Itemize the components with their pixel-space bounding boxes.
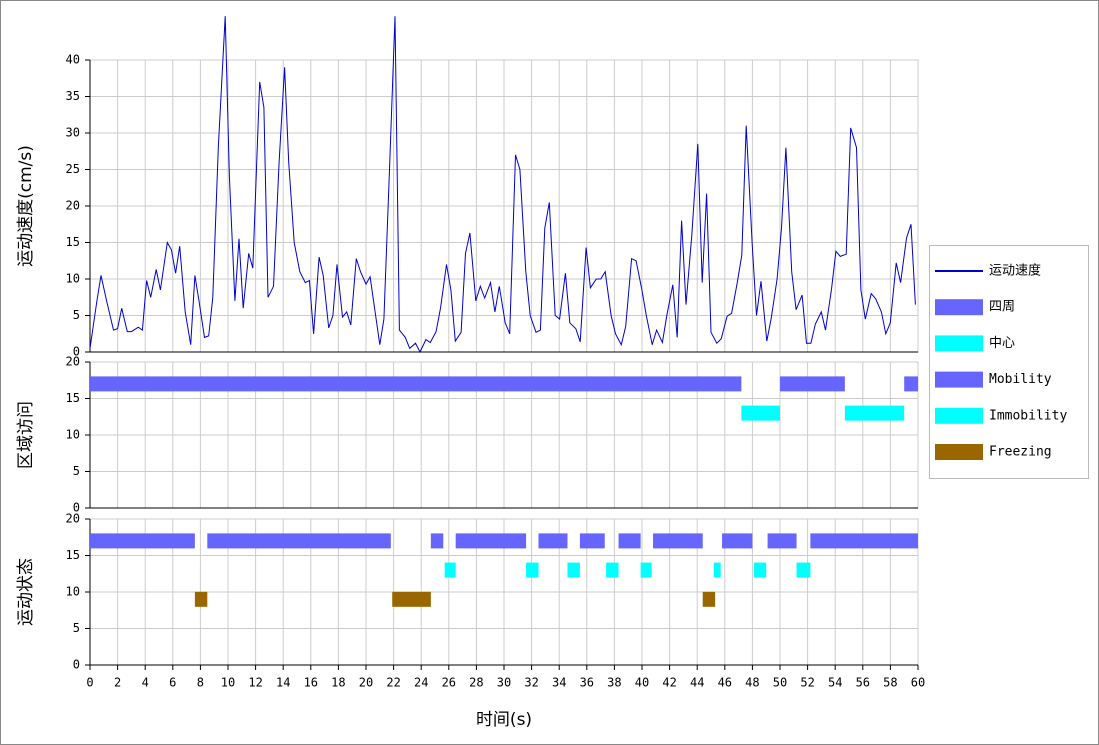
legend-swatch	[935, 371, 983, 388]
y-tick-label: 15	[66, 548, 80, 562]
interval-bar	[526, 562, 539, 578]
x-tick-label: 40	[635, 676, 649, 690]
y-tick-label: 5	[73, 308, 80, 322]
y-tick-label: 10	[66, 428, 80, 442]
y-axis-label: 运动状态	[16, 558, 36, 626]
y-tick-label: 10	[66, 272, 80, 286]
x-tick-label: 42	[662, 676, 676, 690]
interval-bar	[455, 533, 527, 549]
x-tick-label: 0	[86, 676, 93, 690]
legend-label: Mobility	[989, 372, 1052, 387]
y-tick-label: 20	[66, 512, 80, 526]
x-tick-label: 50	[773, 676, 787, 690]
legend-label: Freezing	[989, 445, 1052, 460]
y-tick-label: 0	[73, 501, 80, 515]
x-tick-label: 2	[114, 676, 121, 690]
interval-bar	[392, 591, 431, 607]
x-tick-label: 54	[828, 676, 842, 690]
legend-label: 中心	[989, 336, 1015, 351]
x-tick-label: 12	[248, 676, 262, 690]
x-tick-label: 38	[607, 676, 621, 690]
x-tick-label: 18	[331, 676, 345, 690]
y-tick-label: 20	[66, 355, 80, 369]
y-tick-label: 35	[66, 89, 80, 103]
x-tick-label: 16	[304, 676, 318, 690]
legend-label: Immobility	[989, 408, 1067, 423]
legend-label: 四周	[989, 300, 1015, 315]
interval-bar	[579, 533, 605, 549]
y-tick-label: 0	[73, 345, 80, 359]
x-tick-label: 36	[580, 676, 594, 690]
interval-bar	[796, 562, 811, 578]
x-tick-label: 20	[359, 676, 373, 690]
interval-bar	[567, 562, 580, 578]
y-tick-label: 15	[66, 235, 80, 249]
x-tick-label: 14	[276, 676, 290, 690]
interval-bar	[194, 591, 208, 607]
interval-bar	[640, 562, 652, 578]
x-tick-label: 30	[497, 676, 511, 690]
x-tick-label: 24	[414, 676, 428, 690]
y-tick-label: 25	[66, 162, 80, 176]
y-tick-label: 10	[66, 585, 80, 599]
legend	[929, 245, 1089, 479]
x-tick-label: 44	[690, 676, 704, 690]
y-tick-label: 5	[73, 464, 80, 478]
x-tick-label: 26	[442, 676, 456, 690]
legend-swatch	[935, 407, 983, 424]
y-tick-label: 20	[66, 199, 80, 213]
interval-bar	[753, 562, 767, 578]
x-tick-label: 22	[386, 676, 400, 690]
interval-bar	[810, 533, 918, 549]
interval-bar	[904, 376, 918, 392]
x-axis-label: 时间(s)	[476, 710, 532, 730]
legend-label: 运动速度	[989, 263, 1041, 279]
legend-swatch	[935, 299, 983, 316]
interval-bar	[713, 562, 721, 578]
interval-bar	[780, 376, 845, 392]
interval-bar	[844, 405, 905, 421]
interval-bar	[444, 562, 456, 578]
y-axis-label: 运动速度(cm/s)	[16, 145, 36, 267]
interval-bar	[430, 533, 444, 549]
x-tick-label: 6	[169, 676, 176, 690]
x-tick-label: 46	[718, 676, 732, 690]
interval-bar	[90, 376, 742, 392]
x-tick-label: 34	[552, 676, 566, 690]
y-axis-label: 区域访问	[16, 401, 36, 469]
interval-bar	[606, 562, 619, 578]
x-tick-label: 4	[142, 676, 149, 690]
interval-bar	[767, 533, 797, 549]
x-tick-label: 28	[469, 676, 483, 690]
x-tick-label: 60	[911, 676, 925, 690]
y-tick-label: 15	[66, 391, 80, 405]
y-tick-label: 5	[73, 621, 80, 635]
x-tick-label: 32	[524, 676, 538, 690]
legend-swatch	[935, 444, 983, 460]
interval-bar	[618, 533, 641, 549]
x-tick-label: 10	[221, 676, 235, 690]
x-tick-label: 48	[745, 676, 759, 690]
y-tick-label: 30	[66, 126, 80, 140]
interval-bar	[538, 533, 568, 549]
interval-bar	[90, 533, 195, 549]
x-tick-label: 52	[800, 676, 814, 690]
x-tick-label: 56	[856, 676, 870, 690]
interval-bar	[722, 533, 753, 549]
legend-swatch	[935, 335, 983, 352]
speed-line	[89, 16, 916, 354]
x-tick-label: 8	[197, 676, 204, 690]
y-tick-label: 0	[73, 658, 80, 672]
interval-bar	[702, 591, 716, 607]
interval-bar	[653, 533, 703, 549]
x-tick-label: 58	[883, 676, 897, 690]
interval-bar	[741, 405, 780, 421]
interval-bar	[207, 533, 391, 549]
y-tick-label: 40	[66, 53, 80, 67]
